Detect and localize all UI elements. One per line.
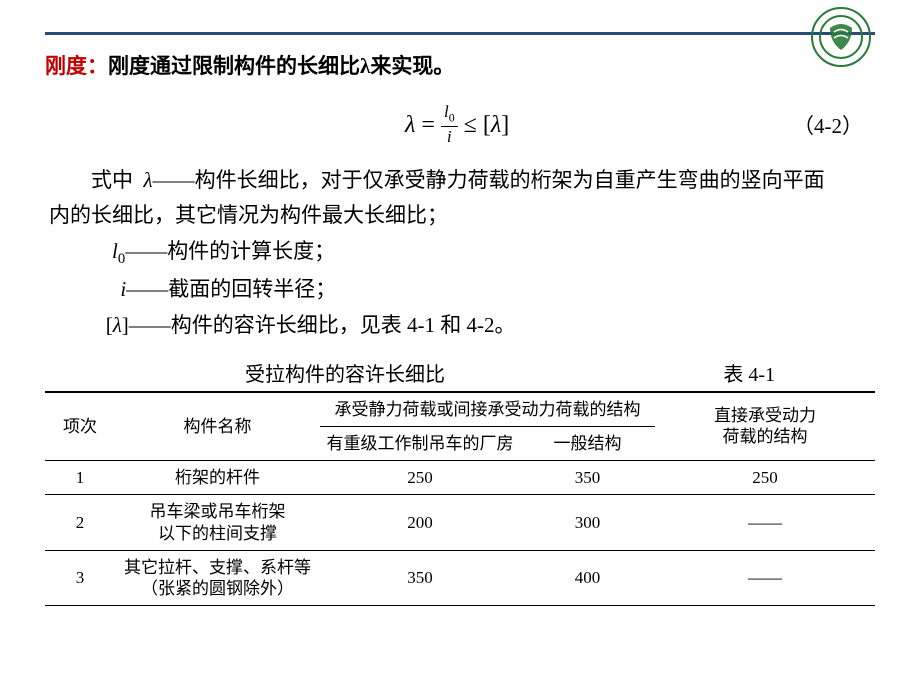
th-general: 一般结构 bbox=[520, 426, 655, 460]
def-l0: l0——构件的计算长度； bbox=[49, 234, 871, 272]
table-title-row: 受拉构件的容许长细比 表 4-1 bbox=[45, 358, 875, 387]
logo-svg bbox=[810, 6, 872, 68]
formula-fraction: l0 i bbox=[441, 103, 458, 144]
def-lambda-line1: 式中 λ——构件长细比，对于仅承受静力荷载的桁架为自重产生弯曲的竖向平面 bbox=[49, 163, 871, 199]
university-logo bbox=[810, 6, 872, 68]
heading-emphasis: 刚度： bbox=[45, 54, 108, 78]
cell-name: 吊车梁或吊车桁架以下的柱间支撑 bbox=[115, 495, 320, 551]
cell-a: 200 bbox=[320, 495, 520, 551]
table-label: 表 4-1 bbox=[723, 358, 835, 387]
th-name: 构件名称 bbox=[115, 392, 320, 461]
cell-a: 350 bbox=[320, 550, 520, 606]
def-i: i——截面的回转半径； bbox=[49, 272, 871, 308]
cell-name: 桁架的杆件 bbox=[115, 461, 320, 495]
cell-idx: 2 bbox=[45, 495, 115, 551]
th-dynamic-load: 直接承受动力荷载的结构 bbox=[655, 392, 875, 461]
formula-row: λ = l0 i ≤ [λ] （4-2） bbox=[45, 105, 875, 144]
def-lambda-line2: 内的长细比，其它情况为构件最大长细比； bbox=[49, 198, 871, 234]
formula-denominator: i bbox=[447, 127, 452, 145]
cell-name: 其它拉杆、支撑、系杆等（张紧的圆钢除外） bbox=[115, 550, 320, 606]
cell-b: 300 bbox=[520, 495, 655, 551]
formula-reference: （4-2） bbox=[509, 110, 875, 140]
table-row: 3 其它拉杆、支撑、系杆等（张紧的圆钢除外） 350 400 —— bbox=[45, 550, 875, 606]
cell-b: 400 bbox=[520, 550, 655, 606]
top-border bbox=[45, 32, 875, 35]
formula-lhs: λ bbox=[405, 112, 415, 139]
formula-numerator: l0 bbox=[441, 103, 458, 126]
formula-rel: ≤ bbox=[464, 112, 477, 139]
cell-c: —— bbox=[655, 550, 875, 606]
th-static-load: 承受静力荷载或间接承受动力荷载的结构 bbox=[320, 392, 655, 427]
table-header-row1: 项次 构件名称 承受静力荷载或间接承受动力荷载的结构 直接承受动力荷载的结构 bbox=[45, 392, 875, 427]
formula: λ = l0 i ≤ [λ] bbox=[405, 105, 509, 144]
cell-c: —— bbox=[655, 495, 875, 551]
th-index: 项次 bbox=[45, 392, 115, 461]
slide-content: 刚度：刚度通过限制构件的长细比λ来实现。 λ = l0 i ≤ [λ] （4-2… bbox=[0, 0, 920, 626]
formula-eq: = bbox=[421, 112, 435, 139]
page-heading: 刚度：刚度通过限制构件的长细比λ来实现。 bbox=[45, 52, 875, 81]
cell-b: 350 bbox=[520, 461, 655, 495]
cell-idx: 3 bbox=[45, 550, 115, 606]
slenderness-table: 项次 构件名称 承受静力荷载或间接承受动力荷载的结构 直接承受动力荷载的结构 有… bbox=[45, 391, 875, 607]
definition-block: 式中 λ——构件长细比，对于仅承受静力荷载的桁架为自重产生弯曲的竖向平面 内的长… bbox=[45, 163, 875, 344]
table-row: 2 吊车梁或吊车桁架以下的柱间支撑 200 300 —— bbox=[45, 495, 875, 551]
cell-c: 250 bbox=[655, 461, 875, 495]
table-row: 1 桁架的杆件 250 350 250 bbox=[45, 461, 875, 495]
formula-rhs: [λ] bbox=[483, 112, 509, 139]
heading-text: 刚度通过限制构件的长细比λ来实现。 bbox=[108, 54, 454, 78]
cell-a: 250 bbox=[320, 461, 520, 495]
def-bracket-lambda: [λ]——构件的容许长细比，见表 4-1 和 4-2。 bbox=[49, 308, 871, 344]
cell-idx: 1 bbox=[45, 461, 115, 495]
table-title: 受拉构件的容许长细比 bbox=[245, 358, 723, 387]
th-heavy-crane: 有重级工作制吊车的厂房 bbox=[320, 426, 520, 460]
